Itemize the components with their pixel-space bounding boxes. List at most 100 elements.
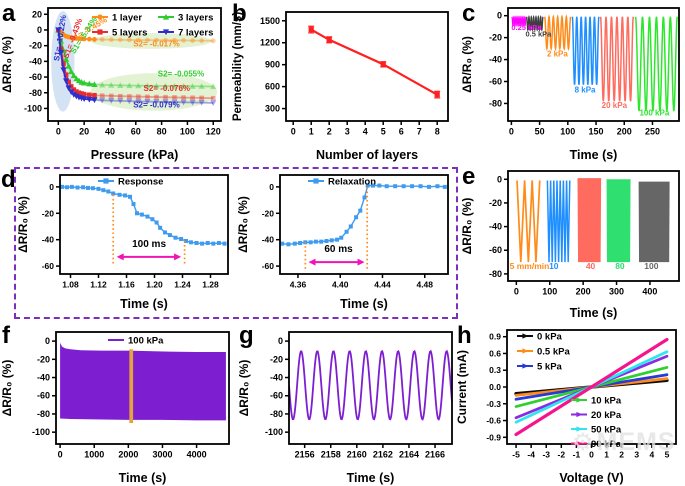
svg-text:ΔR/R₀ (%): ΔR/R₀ (%) — [0, 36, 14, 93]
svg-text:1200: 1200 — [260, 38, 280, 48]
svg-text:0: 0 — [56, 127, 61, 137]
svg-text:-1: -1 — [573, 450, 581, 460]
svg-text:-2: -2 — [558, 450, 566, 460]
svg-text:-20: -20 — [270, 354, 283, 364]
svg-text:2: 2 — [327, 127, 332, 137]
svg-text:Response: Response — [118, 177, 163, 188]
svg-text:40: 40 — [105, 127, 115, 137]
svg-text:-100: -100 — [24, 103, 42, 113]
svg-text:40: 40 — [586, 261, 596, 271]
svg-text:ΔR/R₀ (%): ΔR/R₀ (%) — [0, 360, 14, 417]
svg-text:3 layers: 3 layers — [178, 13, 213, 24]
svg-text:0: 0 — [45, 336, 50, 346]
chart-svg-d2: 4.36 4.40 4.44 4.48 0 -20 -40 -60 Time (s) ΔR/R₀ … — [236, 174, 449, 311]
chart-svg-b: 0 1 2 3 4 5 6 7 8 300 600 900 1200 1500 Number of laye… — [232, 11, 449, 162]
svg-text:0.0: 0.0 — [489, 382, 501, 392]
svg-text:0.9: 0.9 — [489, 332, 501, 342]
svg-text:0 kPa: 0 kPa — [537, 332, 563, 343]
svg-text:ΔR/R₀ (%): ΔR/R₀ (%) — [460, 198, 474, 255]
svg-text:1.28: 1.28 — [202, 280, 219, 290]
svg-text:600: 600 — [265, 82, 280, 92]
panel-letter-e: e — [462, 163, 476, 190]
svg-text:5: 5 — [665, 450, 670, 460]
svg-text:-40: -40 — [42, 235, 55, 245]
svg-text:0.5 kPa: 0.5 kPa — [537, 347, 570, 358]
svg-text:100: 100 — [644, 261, 658, 271]
panel-f: f 0 1000 2000 3000 4000 0 -20 -40 -60 -80 -100 Time… — [0, 322, 237, 486]
svg-text:6: 6 — [399, 127, 404, 137]
svg-text:2: 2 — [619, 450, 624, 460]
svg-text:0: 0 — [514, 287, 519, 297]
svg-text:60 ms: 60 ms — [324, 244, 353, 255]
svg-text:1: 1 — [604, 450, 609, 460]
svg-text:7 layers: 7 layers — [178, 28, 213, 39]
svg-text:-0.6: -0.6 — [486, 416, 501, 426]
svg-text:20 kPa: 20 kPa — [591, 410, 622, 421]
svg-text:-60: -60 — [29, 72, 42, 82]
svg-text:150: 150 — [589, 127, 604, 137]
chart-svg-f: 0 1000 2000 3000 4000 0 -20 -40 -60 -80 -100 Time (… — [0, 331, 230, 485]
chart-b: 0 1 2 3 4 5 6 7 8 300 600 900 1200 1500 Number of laye… — [230, 0, 460, 163]
svg-text:0: 0 — [269, 182, 274, 192]
svg-text:-100: -100 — [32, 427, 50, 437]
svg-text:4: 4 — [363, 127, 368, 137]
svg-text:-40: -40 — [270, 373, 283, 383]
svg-text:1000: 1000 — [84, 450, 104, 460]
panel-letter-g: g — [239, 322, 254, 349]
svg-text:4.40: 4.40 — [332, 280, 349, 290]
chart-d1: 1.08 1.12 1.16 1.20 1.24 1.28 0 -20 -40 -60 Time (… — [16, 169, 236, 317]
svg-text:ΔR/R₀ (%): ΔR/R₀ (%) — [237, 360, 251, 417]
svg-text:-40: -40 — [37, 373, 50, 383]
svg-text:-0.3: -0.3 — [486, 399, 501, 409]
svg-text:4.36: 4.36 — [290, 280, 307, 290]
svg-text:-20: -20 — [489, 198, 502, 208]
svg-text:200: 200 — [576, 287, 591, 297]
svg-text:-40: -40 — [489, 55, 502, 65]
svg-text:-60: -60 — [37, 391, 50, 401]
chart-svg-e: 0 100 200 300 400 0 -20 -40 -60 -80 Time (s) ΔR/R₀ … — [460, 170, 680, 320]
svg-text:20: 20 — [32, 9, 42, 19]
svg-text:0: 0 — [509, 127, 514, 137]
svg-text:2000: 2000 — [118, 450, 138, 460]
panel-letter-h: h — [457, 322, 472, 349]
svg-text:2160: 2160 — [347, 450, 367, 460]
svg-text:-20: -20 — [489, 33, 502, 43]
svg-text:ΔR/R₀ (%): ΔR/R₀ (%) — [236, 196, 250, 253]
svg-text:S2= -0.017%: S2= -0.017% — [133, 39, 179, 48]
svg-text:4: 4 — [649, 450, 654, 460]
panel-letter-f: f — [2, 322, 10, 349]
svg-text:4000: 4000 — [187, 450, 207, 460]
svg-text:120: 120 — [206, 127, 221, 137]
svg-text:10 kPa: 10 kPa — [591, 396, 622, 407]
svg-text:1.16: 1.16 — [118, 280, 135, 290]
svg-text:1.08: 1.08 — [62, 280, 79, 290]
svg-text:50: 50 — [535, 127, 545, 137]
svg-text:100: 100 — [180, 127, 195, 137]
svg-text:5 kPa: 5 kPa — [537, 362, 563, 373]
svg-text:-20: -20 — [37, 354, 50, 364]
svg-text:Time (s): Time (s) — [570, 306, 618, 320]
svg-text:200: 200 — [617, 127, 632, 137]
svg-text:ΔR/R₀ (%): ΔR/R₀ (%) — [16, 196, 30, 253]
svg-text:0.25 kPa: 0.25 kPa — [511, 23, 542, 32]
svg-text:-100: -100 — [265, 427, 283, 437]
svg-text:-80: -80 — [37, 409, 50, 419]
svg-text:Relaxation: Relaxation — [328, 177, 376, 188]
svg-text:300: 300 — [609, 287, 624, 297]
svg-text:0: 0 — [37, 25, 42, 35]
svg-text:10: 10 — [549, 261, 559, 271]
svg-text:80: 80 — [157, 127, 167, 137]
svg-text:Pressure (kPa): Pressure (kPa) — [91, 148, 179, 162]
svg-text:1.12: 1.12 — [90, 280, 107, 290]
panel-d-box: 1.08 1.12 1.16 1.20 1.24 1.28 0 -20 -40 -60 Time (… — [14, 167, 458, 319]
svg-text:Time (s): Time (s) — [340, 297, 388, 311]
svg-text:Number of layers: Number of layers — [316, 148, 418, 162]
svg-text:2156: 2156 — [295, 450, 315, 460]
svg-text:-3: -3 — [542, 450, 550, 460]
svg-text:Voltage (V): Voltage (V) — [559, 471, 623, 485]
svg-text:20: 20 — [79, 127, 89, 137]
chart-g: 2156 2158 2160 2162 2164 2166 0 -20 -40 -60 -80 -10… — [237, 322, 458, 486]
svg-text:2166: 2166 — [425, 450, 445, 460]
svg-text:0: 0 — [278, 336, 283, 346]
